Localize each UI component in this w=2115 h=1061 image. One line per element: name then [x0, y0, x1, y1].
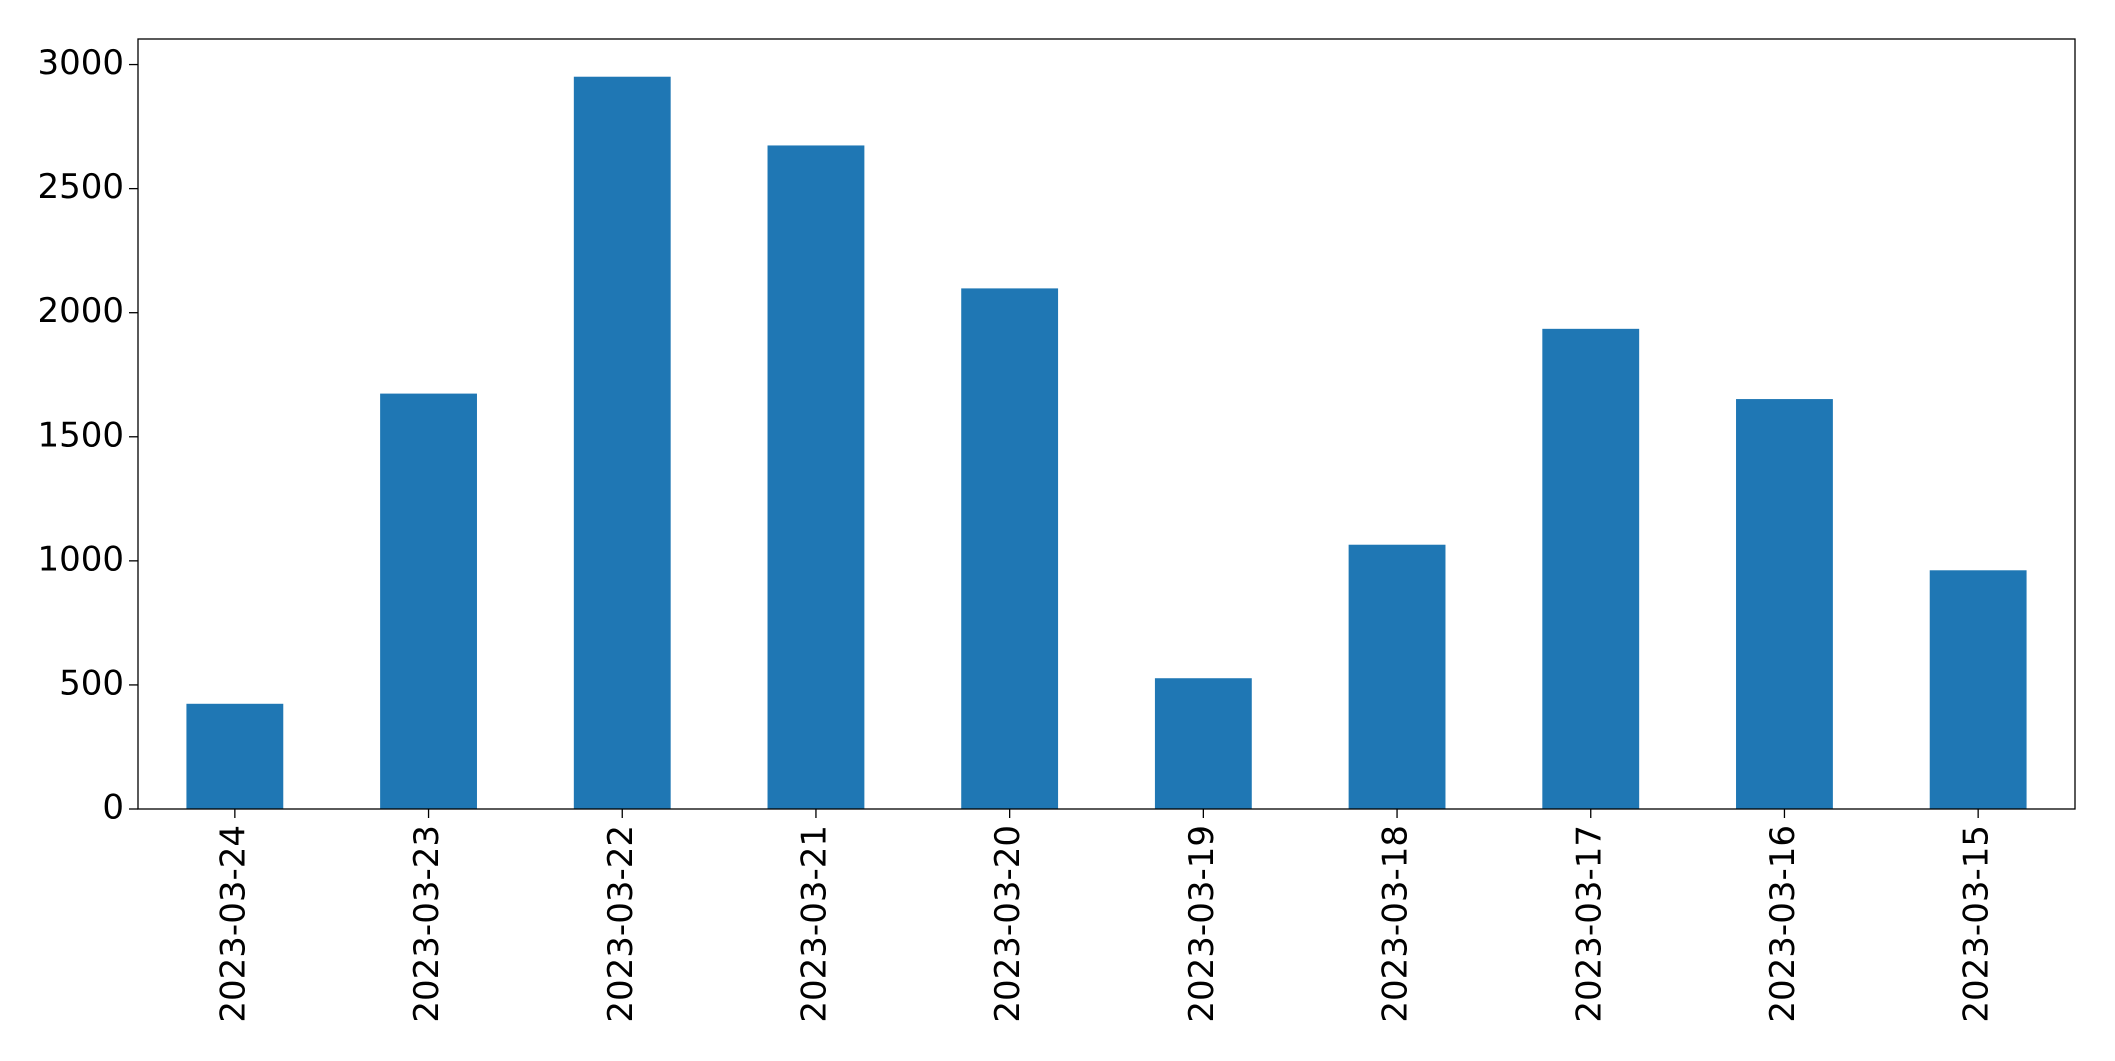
x-tick-label: 2023-03-18: [1376, 825, 1416, 1023]
bar: [380, 393, 477, 809]
bar: [1154, 678, 1252, 809]
bar: [1736, 399, 1833, 809]
plot-frame: [137, 38, 2076, 810]
y-tick-label: 2000: [37, 291, 124, 331]
bar: [573, 76, 671, 810]
bar: [1348, 544, 1446, 809]
bar: [961, 288, 1059, 809]
x-tick-label: 2023-03-21: [794, 825, 834, 1023]
y-tick-label: 1000: [37, 539, 124, 579]
y-tick-label: 1500: [37, 415, 124, 455]
y-tick-label: 0: [102, 788, 124, 828]
bar: [1929, 570, 2027, 809]
x-tick-label: 2023-03-15: [1957, 825, 1997, 1023]
x-tick-label: 2023-03-22: [601, 825, 641, 1023]
x-tick-label: 2023-03-23: [407, 825, 447, 1023]
bar: [767, 145, 865, 809]
bar: [1542, 328, 1640, 809]
x-tick-label: 2023-03-24: [213, 825, 253, 1023]
x-tick-label: 2023-03-16: [1763, 825, 1803, 1023]
x-tick-label: 2023-03-17: [1569, 825, 1609, 1023]
x-tick-label: 2023-03-19: [1182, 825, 1222, 1023]
y-tick-label: 500: [59, 663, 124, 703]
x-tick-label: 2023-03-20: [988, 825, 1028, 1023]
y-tick-label: 2500: [37, 167, 124, 207]
y-tick-label: 3000: [37, 43, 124, 83]
bar: [186, 703, 284, 809]
